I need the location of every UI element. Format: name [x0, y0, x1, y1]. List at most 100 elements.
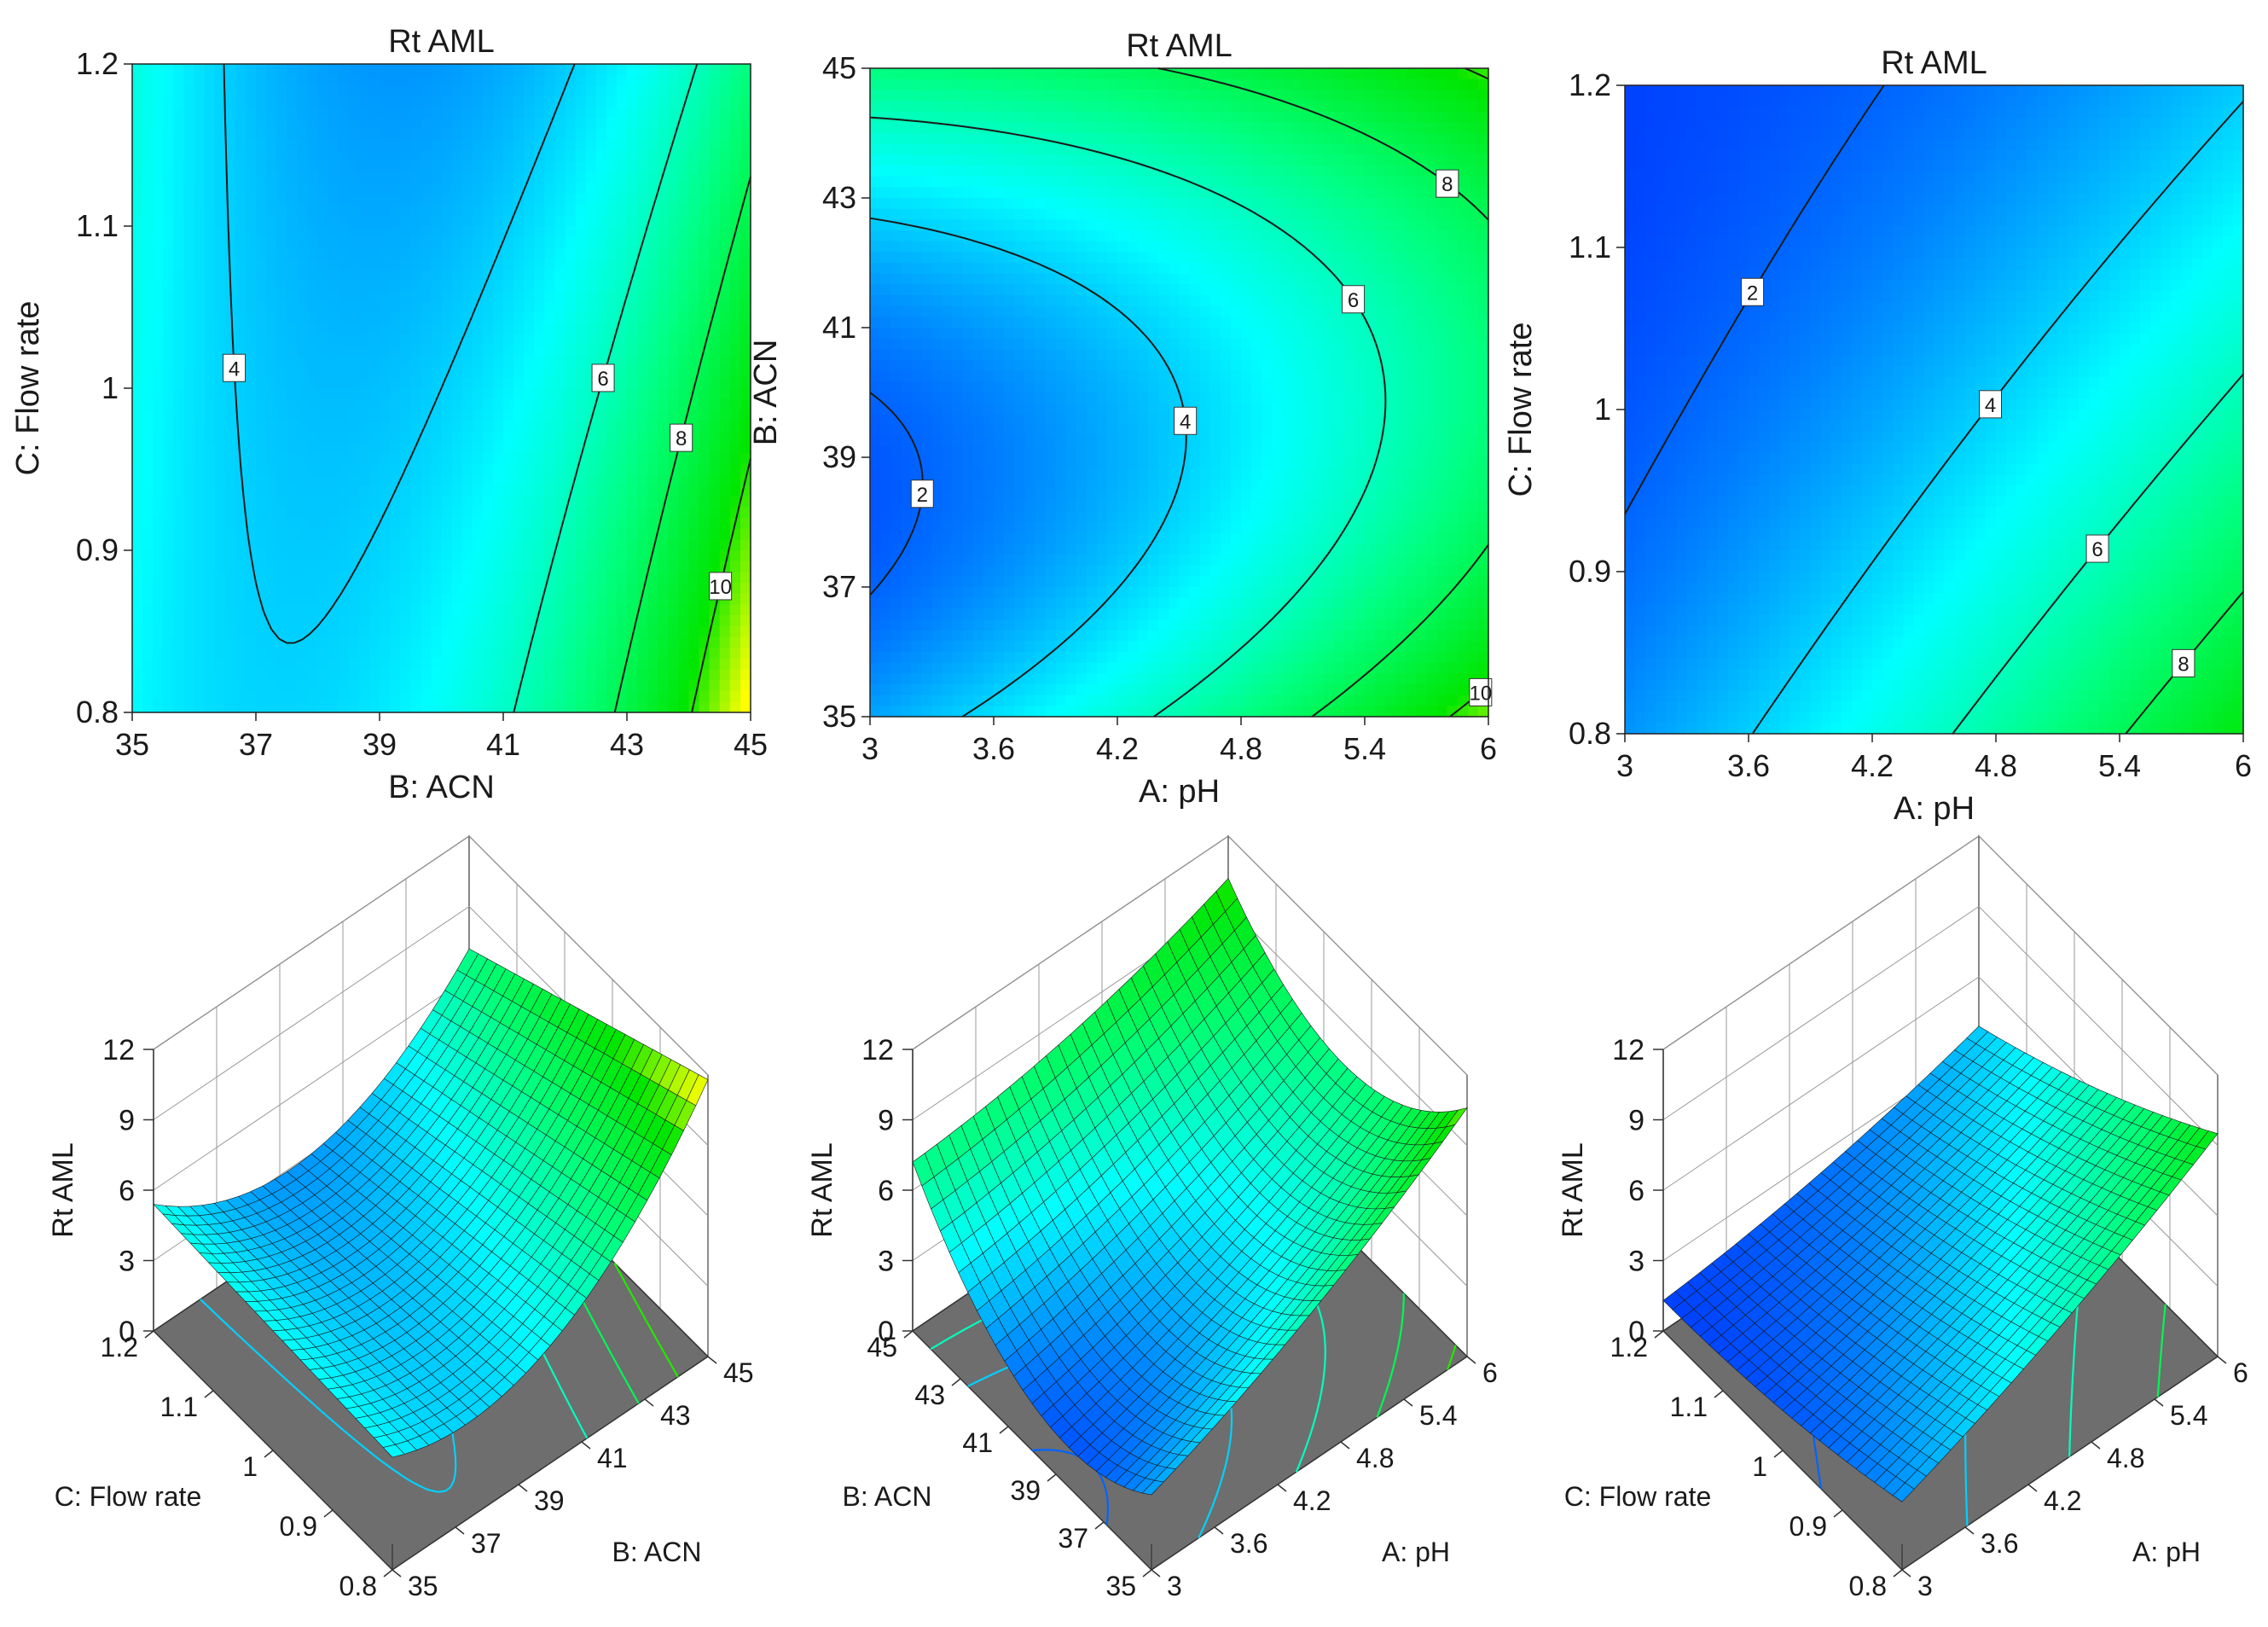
heatmap-cell: [338, 183, 350, 195]
heatmap-cell: [235, 107, 247, 119]
heatmap-cell: [911, 198, 923, 210]
heatmap-cell: [1416, 273, 1428, 285]
heatmap-cell: [245, 74, 257, 86]
heatmap-cell: [637, 485, 648, 497]
heatmap-cell: [534, 269, 545, 281]
heatmap-cell: [421, 398, 432, 410]
heatmap-cell: [1343, 273, 1355, 285]
heatmap-cell: [1220, 252, 1232, 264]
heatmap-cell: [328, 85, 339, 97]
heatmap-cell: [431, 572, 443, 584]
heatmap-cell: [390, 453, 401, 465]
heatmap-cell: [390, 259, 401, 270]
heatmap-cell: [1477, 154, 1489, 166]
heatmap-cell: [173, 334, 185, 346]
heatmap-cell: [534, 680, 545, 692]
heatmap-cell: [368, 690, 380, 702]
heatmap-cell: [492, 345, 504, 357]
heatmap-cell: [1055, 122, 1067, 134]
heatmap-cell: [678, 280, 690, 292]
heatmap-cell: [962, 198, 974, 210]
heatmap-cell: [492, 226, 504, 238]
heatmap-cell: [1251, 252, 1262, 264]
heatmap-cell: [616, 280, 628, 292]
heatmap-cell: [1158, 208, 1170, 220]
heatmap-cell: [513, 323, 525, 335]
heatmap-cell: [1035, 208, 1047, 220]
heatmap-cell: [287, 593, 298, 605]
heatmap-cell: [740, 345, 751, 357]
heatmap-cell: [740, 669, 751, 681]
heatmap-cell: [492, 485, 504, 497]
heatmap-cell: [235, 550, 247, 562]
heatmap-cell: [358, 118, 370, 130]
heatmap-cell: [1199, 198, 1211, 210]
heatmap-cell: [637, 398, 648, 410]
heatmap-cell: [565, 410, 577, 421]
heatmap-cell: [952, 166, 964, 177]
heatmap-cell: [214, 528, 226, 540]
heatmap-cell: [1457, 78, 1469, 90]
heatmap-cell: [421, 539, 432, 551]
heatmap-cell: [678, 226, 690, 238]
heatmap-cell: [358, 528, 370, 540]
heatmap-cell: [658, 388, 669, 400]
heatmap-cell: [616, 593, 628, 605]
heatmap-cell: [1262, 241, 1273, 253]
heatmap-cell: [204, 561, 216, 572]
heatmap-cell: [204, 572, 216, 584]
heatmap-cell: [1169, 208, 1180, 220]
heatmap-cell: [410, 518, 421, 530]
heatmap-cell: [482, 259, 494, 270]
heatmap-cell: [307, 463, 319, 475]
heatmap-cell: [994, 230, 1005, 242]
heatmap-cell: [554, 236, 566, 248]
heatmap-cell: [1035, 111, 1047, 123]
heatmap-cell: [317, 334, 329, 346]
heatmap-cell: [1416, 68, 1428, 80]
heatmap-cell: [983, 230, 995, 242]
heatmap-cell: [173, 74, 185, 86]
heatmap-cell: [338, 85, 350, 97]
heatmap-cell: [194, 561, 206, 572]
heatmap-cell: [338, 485, 350, 497]
heatmap-cell: [1106, 143, 1118, 155]
heatmap-cell: [348, 690, 360, 702]
heatmap-cell: [534, 301, 545, 313]
heatmap-cell: [380, 356, 391, 368]
heatmap-cell: [606, 323, 618, 335]
heatmap-cell: [911, 273, 923, 285]
heatmap-cell: [554, 259, 566, 270]
heatmap-cell: [1343, 252, 1355, 264]
heatmap-cell: [173, 583, 185, 595]
heatmap-cell: [719, 236, 731, 248]
heatmap-cell: [287, 625, 298, 637]
heatmap-cell: [931, 273, 943, 285]
heatmap-cell: [647, 518, 658, 530]
heatmap-cell: [1014, 78, 1025, 90]
heatmap-cell: [962, 273, 974, 285]
heatmap-cell: [870, 101, 881, 113]
heatmap-cell: [616, 604, 628, 616]
heatmap-cell: [297, 485, 309, 497]
heatmap-cell: [688, 259, 700, 270]
heatmap-cell: [224, 431, 236, 443]
heatmap-cell: [729, 204, 741, 216]
heatmap-cell: [524, 280, 535, 292]
heatmap-cell: [307, 474, 319, 486]
heatmap-cell: [595, 161, 607, 173]
heatmap-cell: [214, 96, 226, 108]
heatmap-cell: [616, 194, 628, 206]
heatmap-cell: [482, 636, 494, 648]
heatmap-cell: [266, 431, 277, 443]
heatmap-cell: [1209, 143, 1221, 155]
heatmap-cell: [317, 96, 329, 108]
heatmap-cell: [173, 453, 185, 465]
heatmap-cell: [1262, 133, 1273, 145]
heatmap-cell: [380, 118, 391, 130]
heatmap-cell: [163, 539, 174, 551]
heatmap-cell: [358, 64, 370, 76]
heatmap-cell: [276, 301, 287, 313]
